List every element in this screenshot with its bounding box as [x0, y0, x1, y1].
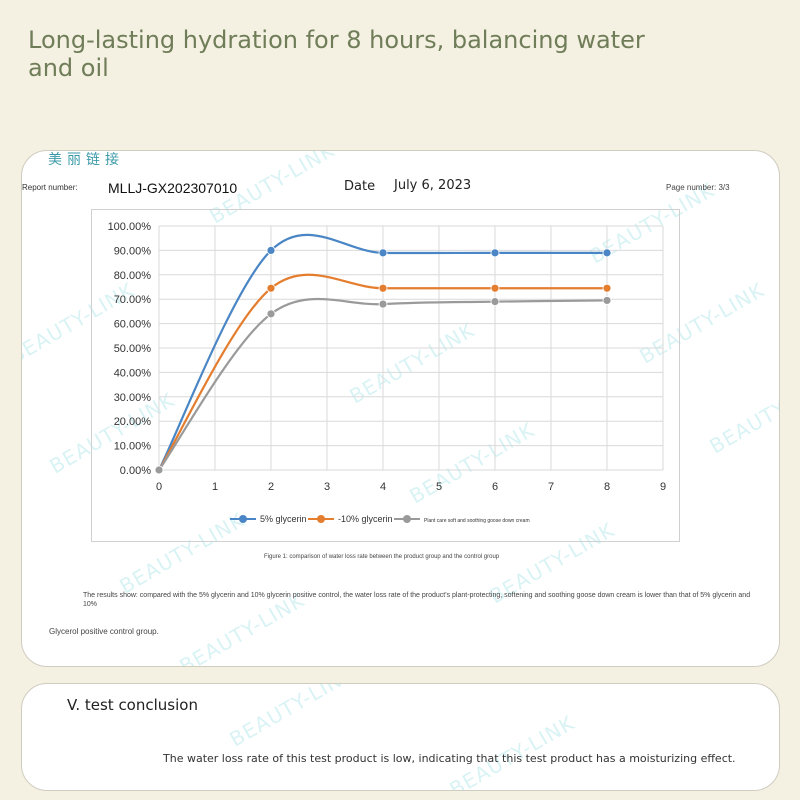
legend-label: 5% glycerin [260, 514, 307, 524]
data-point [154, 465, 164, 475]
x-tick-label: 0 [156, 481, 162, 493]
data-point [266, 309, 276, 319]
y-tick-label: 50.00% [114, 343, 152, 355]
brand-logo: 美丽链接 [48, 152, 124, 168]
report-number-value: MLLJ-GX202307010 [108, 180, 238, 196]
line-chart: 0.00% 10.00% 20.00% 30.00% 40.00% 50.00% 60.00… [108, 221, 667, 524]
watermark: BEAUTY-LINK [445, 710, 579, 791]
data-point [490, 283, 500, 293]
chart-frame: 0.00% 10.00% 20.00% 30.00% 40.00% 50.00% 60.00… [91, 209, 680, 542]
date-label: Date [344, 179, 376, 194]
y-tick-label: 0.00% [120, 465, 151, 477]
conclusion-title: V. test conclusion [67, 696, 198, 714]
x-tick-label: 9 [660, 481, 666, 493]
series-line [158, 297, 608, 471]
data-point [490, 297, 500, 307]
series-line [158, 233, 607, 471]
legend-swatch-marker [317, 515, 325, 523]
conclusion-text: The water loss rate of this test product… [163, 752, 736, 765]
report-card: BEAUTY-LINK BEAUTY-LINK BEAUTY-LINK BEAU… [21, 150, 780, 667]
legend-swatch-marker [403, 515, 411, 523]
legend-swatch-marker [239, 515, 247, 523]
y-tick-label: 70.00% [114, 294, 152, 306]
legend-label: Plant care soft and soothing goose down … [424, 518, 530, 524]
x-tick-label: 7 [548, 481, 554, 493]
page-number: Page number: 3/3 [666, 183, 730, 192]
x-tick-label: 4 [380, 481, 386, 493]
data-point [378, 299, 388, 309]
x-tick-label: 8 [604, 481, 610, 493]
conclusion-card: BEAUTY-LINK BEAUTY-LINK V. test conclusi… [21, 683, 780, 791]
y-tick-label: 80.00% [114, 270, 152, 282]
report-number-label: Report number: [22, 183, 78, 192]
data-point [266, 283, 276, 293]
page-headline: Long-lasting hydration for 8 hours, bala… [28, 26, 645, 82]
legend-label: -10% glycerin [338, 514, 393, 524]
x-tick-label: 6 [492, 481, 498, 493]
data-point [490, 248, 500, 258]
glycerol-text: Glycerol positive control group. [49, 627, 159, 636]
x-tick-label: 2 [268, 481, 274, 493]
watermark: BEAUTY-LINK [225, 683, 359, 752]
date-value: July 6, 2023 [394, 178, 472, 193]
x-tick-label: 1 [212, 481, 218, 493]
data-point [378, 283, 388, 293]
watermark: BEAUTY-LINK [705, 367, 780, 459]
y-tick-label: 10.00% [114, 441, 152, 453]
y-tick-label: 20.00% [114, 416, 152, 428]
data-point [602, 296, 612, 305]
y-tick-label: 100.00% [108, 221, 152, 233]
x-tick-label: 5 [436, 481, 442, 493]
figure-caption: Figure 1: comparison of water loss rate … [264, 554, 500, 560]
series-line [158, 273, 607, 471]
y-tick-label: 90.00% [114, 245, 152, 257]
y-tick-label: 30.00% [114, 392, 152, 404]
data-point [602, 248, 612, 258]
data-point [602, 283, 612, 293]
y-tick-label: 40.00% [114, 367, 152, 379]
data-point [378, 248, 388, 258]
y-tick-label: 60.00% [114, 319, 152, 331]
x-tick-label: 3 [324, 481, 330, 493]
results-text: The results show: compared with the 5% g… [83, 592, 751, 608]
data-point [266, 246, 276, 255]
